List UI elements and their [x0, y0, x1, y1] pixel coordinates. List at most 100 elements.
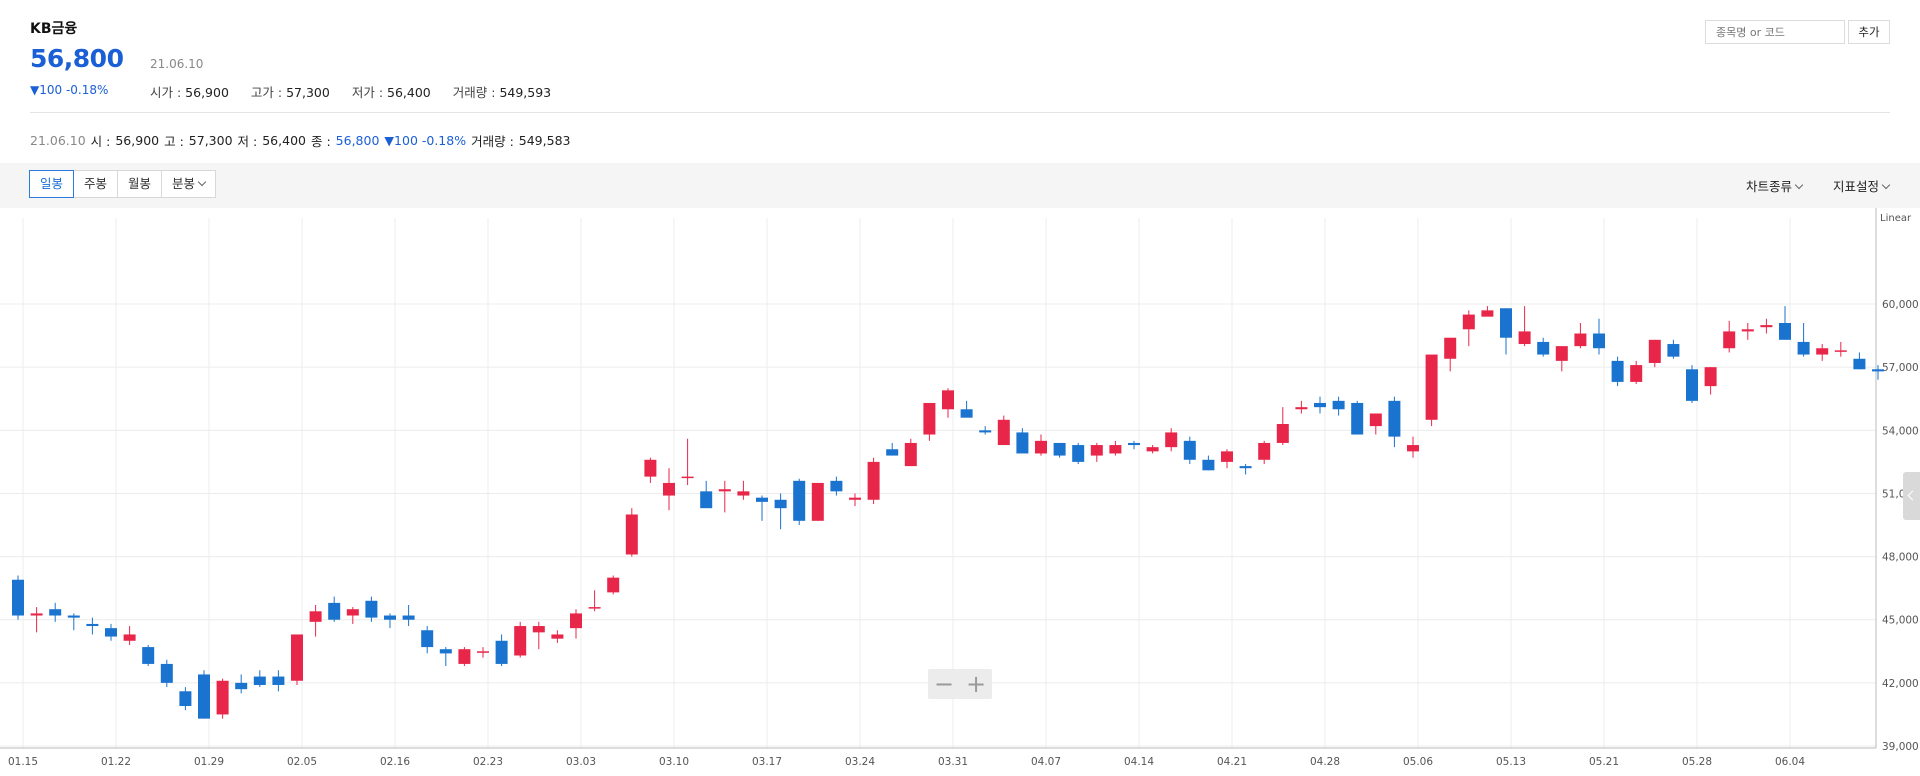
chart-type-menu[interactable]: 차트종류	[1746, 176, 1804, 195]
candle-body	[1314, 402, 1326, 408]
side-panel-toggle[interactable]	[1903, 472, 1920, 520]
zoom-in-button[interactable]: +	[965, 670, 987, 698]
x-tick-label: 05.06	[1403, 756, 1433, 768]
y-tick-label: 42,000	[1882, 678, 1919, 690]
info-high: 57,300	[188, 133, 233, 148]
candle-body	[979, 430, 992, 433]
candle-body	[1500, 308, 1512, 338]
tab-weekly[interactable]: 주봉	[73, 170, 119, 198]
volume-value: 549,593	[499, 85, 552, 100]
info-change: ▼100 -0.18%	[384, 133, 467, 148]
tab-minute[interactable]: 분봉	[161, 170, 217, 198]
candle-body	[30, 613, 43, 616]
tab-monthly[interactable]: 월봉	[117, 170, 163, 198]
candle-body	[346, 609, 359, 616]
info-close-label: 종 :	[310, 134, 331, 149]
candle-body	[86, 623, 99, 627]
candle-body	[67, 615, 80, 618]
candle-body	[1574, 333, 1587, 347]
candle-body	[1351, 402, 1364, 435]
candle-body	[1109, 445, 1122, 454]
y-tick-label: 48,000	[1882, 552, 1919, 564]
candle-body	[1369, 413, 1382, 427]
candle-body	[179, 691, 192, 707]
x-tick-label: 03.10	[659, 756, 689, 768]
candle-body	[49, 609, 62, 616]
candle-body	[1444, 337, 1457, 359]
candle-body	[1667, 344, 1680, 357]
candle-body	[421, 630, 434, 648]
info-low: 56,400	[262, 133, 306, 148]
x-tick-label: 05.21	[1589, 756, 1619, 768]
open-value: 56,900	[185, 85, 229, 100]
x-tick-label: 02.23	[473, 756, 503, 768]
x-tick-label: 04.21	[1217, 756, 1247, 768]
y-tick-label: 60,000	[1882, 299, 1919, 311]
y-tick-label: 57,000	[1882, 362, 1919, 374]
x-tick-label: 01.29	[194, 756, 224, 768]
candle-body	[1425, 354, 1438, 420]
candle-body	[942, 390, 954, 410]
candle-body	[1221, 451, 1233, 462]
candle-body	[718, 489, 731, 492]
candle-body	[1834, 350, 1847, 352]
stock-name: KB금융	[30, 21, 78, 37]
candle-body	[1239, 466, 1252, 469]
candle-body	[737, 491, 750, 496]
candle-body	[477, 651, 489, 653]
candle-body	[439, 649, 452, 654]
low-label: 저가 :	[351, 85, 384, 100]
candle-body	[1072, 445, 1085, 462]
candle-body	[1611, 360, 1624, 382]
indicator-settings-menu[interactable]: 지표설정	[1833, 176, 1891, 195]
candle-body	[309, 611, 322, 622]
x-tick-label: 06.04	[1775, 756, 1805, 768]
candle-body	[105, 628, 117, 637]
candle-body	[1686, 369, 1698, 401]
candle-body	[291, 634, 303, 681]
x-tick-label: 04.28	[1310, 756, 1340, 768]
chevron-down-icon	[1794, 180, 1804, 190]
candle-body	[1462, 314, 1475, 330]
candle-body	[514, 626, 527, 656]
low-stat: 저가 : 56,400	[352, 82, 431, 101]
high-label: 고가 :	[250, 85, 283, 100]
candle-body	[1276, 424, 1289, 443]
candle-body	[1704, 367, 1717, 387]
candle-body	[607, 577, 620, 593]
candle-body	[384, 615, 396, 620]
chart-type-label: 차트종류	[1746, 179, 1793, 194]
candle-body	[886, 449, 899, 456]
info-close: 56,800	[335, 133, 380, 148]
candle-body	[1648, 339, 1661, 363]
candle-body	[1779, 322, 1791, 340]
candle-body	[1630, 365, 1643, 382]
x-tick-label: 04.07	[1031, 756, 1061, 768]
candle-body	[1760, 325, 1773, 328]
candle-body	[1183, 440, 1196, 460]
info-low-label: 저 :	[237, 134, 258, 149]
chart-toolbar	[0, 163, 1920, 208]
candle-body	[1481, 310, 1494, 317]
candle-body	[123, 634, 136, 641]
open-stat: 시가 : 56,900	[150, 82, 229, 101]
zoom-out-button[interactable]: −	[933, 670, 955, 698]
x-tick-label: 03.24	[845, 756, 875, 768]
candle-body	[1555, 346, 1568, 361]
candle-body	[811, 482, 824, 521]
x-tick-label: 04.14	[1124, 756, 1154, 768]
info-volume-label: 거래량 :	[471, 134, 514, 149]
candle-body	[570, 613, 582, 629]
candle-body	[532, 626, 545, 633]
header-divider	[30, 112, 1890, 113]
candle-body	[867, 461, 880, 500]
candle-body	[830, 480, 843, 492]
add-button[interactable]: 추가	[1848, 20, 1890, 44]
volume-label: 거래량 :	[452, 85, 496, 100]
candle-body	[681, 476, 694, 479]
x-tick-label: 01.22	[101, 756, 131, 768]
stock-search-input[interactable]	[1705, 20, 1845, 44]
tab-daily[interactable]: 일봉	[29, 170, 75, 198]
x-tick-label: 05.13	[1496, 756, 1526, 768]
candle-body	[1016, 432, 1029, 454]
